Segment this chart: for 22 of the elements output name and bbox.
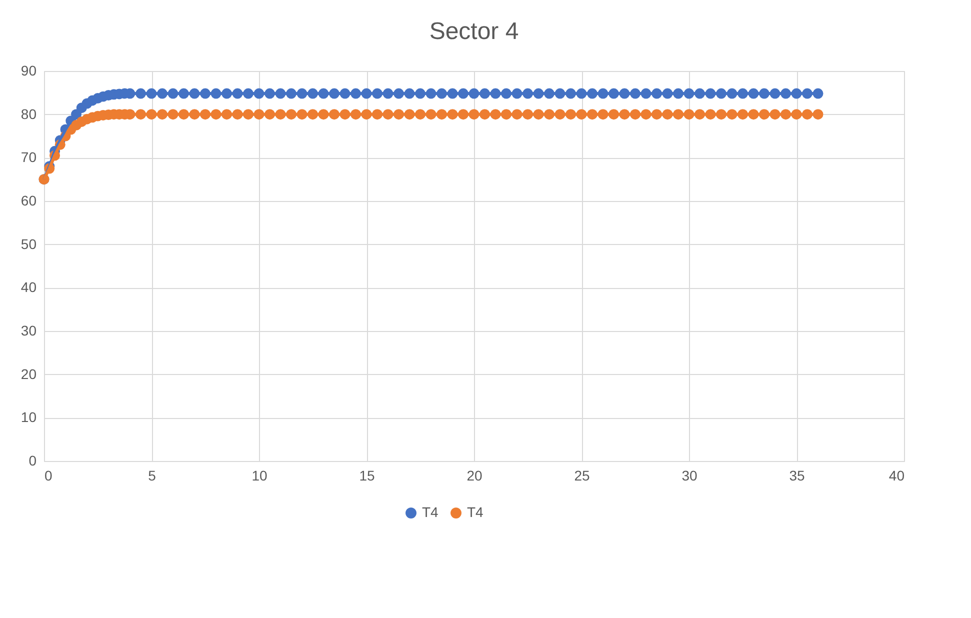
legend-label: T4 [422,504,439,520]
y-tick-label: 0 [28,452,37,468]
x-tick-label: 10 [252,468,268,484]
y-tick-label: 60 [20,192,37,208]
y-tick-label: 10 [20,409,37,426]
x-tick-label: 40 [888,468,905,484]
x-tick-label: 15 [359,468,375,484]
x-tick-label: 35 [789,468,805,484]
x-tick-label: 30 [682,468,698,484]
chart-title: Sector 4 [429,18,519,45]
y-tick-label: 50 [20,236,37,252]
x-tick-label: 5 [148,468,156,484]
y-tick-label: 30 [20,322,37,338]
y-tick-label: 40 [20,279,37,296]
x-tick-label: 20 [466,468,482,484]
y-tick-label: 80 [20,106,37,122]
x-tick-label: 0 [44,468,52,484]
x-tick-label: 25 [574,468,590,484]
y-tick-label: 20 [20,366,37,382]
y-tick-label: 90 [20,62,37,78]
y-tick-label: 70 [20,149,37,166]
legend-label: T4 [467,504,484,520]
